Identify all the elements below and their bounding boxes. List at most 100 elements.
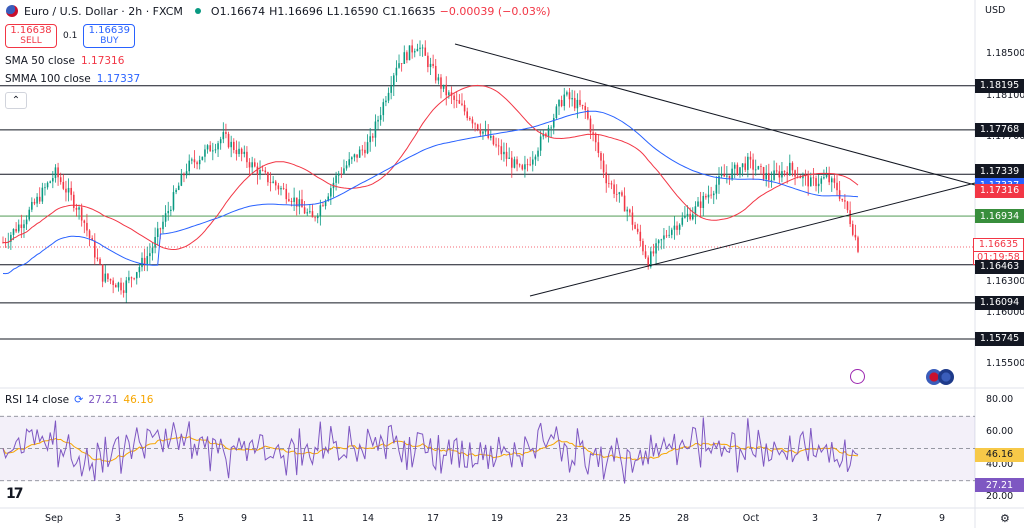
candle-body — [101, 264, 104, 282]
candle-body — [495, 144, 497, 146]
candle-body — [109, 279, 112, 281]
candle-body — [802, 175, 804, 179]
sell-button[interactable]: 1.16638 SELL — [5, 24, 57, 48]
candle-body — [246, 151, 248, 163]
candle-body — [364, 149, 366, 154]
candle-body — [154, 236, 156, 248]
candle-body — [272, 181, 274, 183]
candle-body — [592, 132, 594, 134]
candle-body — [552, 117, 555, 128]
candle-body — [293, 197, 295, 202]
candle-body — [295, 197, 298, 207]
candle-body — [762, 167, 765, 180]
candle-body — [274, 181, 277, 186]
candle-body — [723, 174, 726, 177]
symbol-title[interactable]: Euro / U.S. Dollar · 2h · FXCM — [24, 4, 183, 18]
candle-body — [707, 194, 710, 198]
smma-label: SMMA 100 close — [5, 73, 91, 85]
candle-body — [159, 228, 162, 230]
candle-body — [440, 77, 442, 89]
candle-body — [49, 181, 51, 183]
candle-body — [403, 52, 406, 64]
candle-body — [201, 156, 204, 160]
candle-body — [476, 124, 479, 130]
candle-body — [691, 214, 694, 220]
candle-body — [209, 145, 211, 152]
trade-panel: 1.16638 SELL 0.1 1.16639 BUY — [5, 24, 136, 48]
candle-body — [526, 164, 529, 166]
low-value: L1.16590 — [326, 4, 379, 18]
candle-body — [810, 177, 812, 187]
candle-body — [642, 241, 644, 252]
candle-body — [841, 198, 844, 201]
smma-value: 1.17337 — [96, 73, 141, 85]
candle-body — [505, 151, 508, 159]
candle-body — [448, 92, 450, 96]
candle-body — [372, 136, 374, 138]
candle-body — [38, 196, 41, 202]
smma-legend[interactable]: SMMA 100 close 1.17337 — [5, 73, 140, 85]
candle-body — [681, 217, 684, 225]
candle-body — [227, 133, 230, 148]
candle-body — [836, 182, 838, 191]
tradingview-logo: 17 — [6, 486, 24, 502]
quantity-field[interactable]: 0.1 — [63, 31, 78, 41]
candle-body — [75, 207, 78, 210]
candle-body — [631, 212, 634, 225]
candle-body — [80, 207, 83, 221]
rsi-legend[interactable]: RSI 14 close ⟳ 27.21 46.16 — [5, 393, 153, 406]
candle-body — [392, 75, 395, 87]
time-tick-label: 9 — [938, 513, 946, 524]
candle-body — [324, 200, 327, 207]
candle-body — [298, 199, 301, 207]
currency-label[interactable]: USD — [985, 5, 1006, 16]
candle-body — [222, 132, 225, 140]
candle-body — [547, 127, 550, 137]
close-value: C1.16635 — [382, 4, 436, 18]
candle-body — [613, 184, 615, 194]
time-tick-label: 25 — [618, 513, 632, 524]
candle-body — [778, 171, 781, 178]
time-tick-label: 5 — [177, 513, 185, 524]
sma50-line — [2, 84, 859, 251]
buy-button[interactable]: 1.16639 BUY — [83, 24, 136, 48]
candle-body — [416, 48, 419, 52]
candle-body — [330, 188, 332, 197]
rsi-tick-label: 60.00 — [986, 426, 1014, 438]
candle-body — [623, 195, 626, 212]
candle-body — [663, 235, 665, 240]
economic-event-eu-icon[interactable] — [938, 369, 954, 385]
candle-body — [482, 131, 484, 134]
candle-body — [348, 159, 350, 166]
candle-body — [545, 133, 547, 137]
lightning-icon[interactable] — [850, 369, 865, 384]
candle-body — [361, 149, 364, 151]
candle-body — [676, 225, 678, 230]
price-tick-label: 1.18100 — [986, 89, 1024, 101]
candle-body — [445, 84, 448, 96]
candle-body — [70, 187, 72, 195]
candle-body — [461, 103, 463, 105]
candle-body — [657, 240, 660, 244]
refresh-icon[interactable]: ⟳ — [74, 393, 84, 406]
sma-label: SMA 50 close — [5, 55, 75, 67]
candle-body — [639, 231, 642, 242]
candle-body — [235, 150, 238, 155]
time-tick-label: 3 — [811, 513, 819, 524]
candle-body — [419, 47, 421, 49]
candle-body — [838, 190, 841, 199]
candle-body — [225, 132, 227, 134]
sma-legend[interactable]: SMA 50 close 1.17316 — [5, 55, 124, 67]
candle-body — [765, 172, 767, 180]
candle-body — [500, 146, 503, 155]
chevron-up-icon[interactable]: ⌃ — [5, 92, 27, 109]
candle-body — [807, 175, 809, 187]
gear-icon[interactable]: ⚙ — [1000, 512, 1010, 525]
descending-trendline — [454, 43, 976, 186]
candle-body — [432, 63, 434, 66]
rsi-tick-label: 40.00 — [986, 458, 1014, 470]
candle-body — [17, 224, 20, 232]
candle-body — [322, 205, 324, 207]
candle-body — [566, 92, 568, 95]
